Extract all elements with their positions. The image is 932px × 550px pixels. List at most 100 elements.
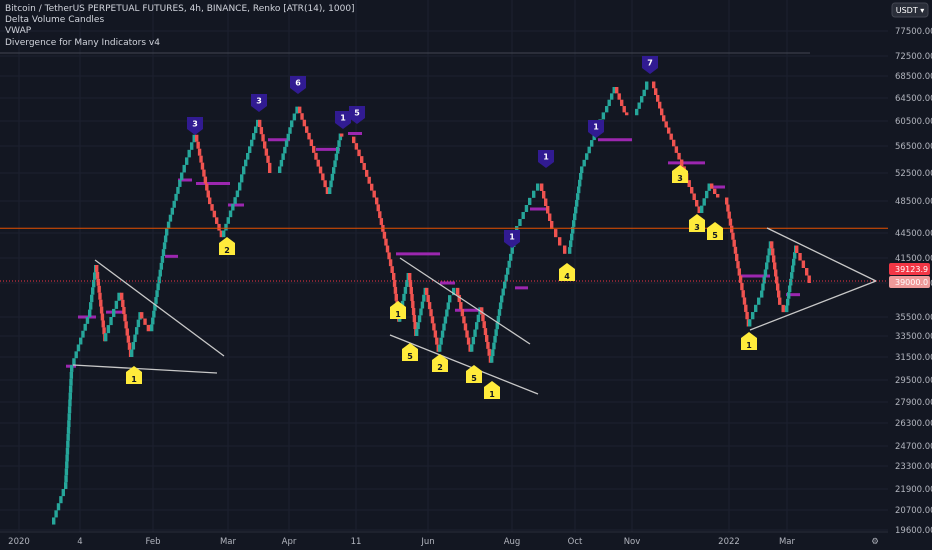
renko-brick	[776, 283, 780, 291]
renko-brick	[72, 358, 76, 366]
renko-brick	[122, 307, 126, 315]
bearish-divergence-marker: 1	[588, 120, 604, 138]
renko-brick	[412, 315, 417, 322]
renko-brick	[486, 341, 490, 349]
renko-brick	[314, 152, 318, 160]
renko-brick	[576, 193, 580, 200]
renko-brick	[617, 93, 621, 100]
settings-gear-icon[interactable]: ⚙	[871, 537, 879, 547]
renko-brick	[805, 268, 809, 276]
renko-brick	[155, 290, 159, 298]
renko-brick	[481, 314, 485, 322]
renko-brick	[187, 149, 191, 158]
price-tick-label: 64500.00	[895, 94, 932, 104]
renko-brick	[558, 237, 562, 246]
bull-marker-label: 2	[224, 246, 230, 255]
bullish-divergence-marker: 2	[432, 354, 448, 372]
renko-brick	[133, 334, 137, 343]
renko-brick	[744, 304, 748, 312]
renko-brick	[375, 197, 379, 205]
bullish-divergence-marker: 3	[672, 165, 688, 183]
renko-brick	[176, 186, 180, 194]
renko-brick	[590, 140, 594, 147]
renko-brick	[102, 327, 106, 335]
indicator-divergence[interactable]: Divergence for Many Indicators v4	[5, 38, 160, 48]
renko-brick	[370, 183, 374, 191]
renko-brick	[795, 245, 799, 253]
renko-brick	[66, 440, 70, 448]
trendline	[72, 364, 218, 374]
renko-brick	[96, 278, 101, 286]
time-axis[interactable]: 2020 4 Feb Mar Apr 11 Jun Aug Oct Nov 2022 Mar ⚙	[0, 531, 888, 550]
renko-brick	[446, 302, 450, 310]
renko-brick	[422, 294, 426, 302]
renko-brick	[491, 349, 495, 357]
bear-marker-label: 1	[593, 123, 599, 132]
bear-marker-shape	[251, 94, 267, 112]
bear-marker-label: 1	[509, 233, 515, 242]
renko-brick	[713, 188, 717, 194]
renko-brick	[68, 392, 72, 400]
renko-brick	[432, 323, 436, 331]
bearish-divergence-marker: 3	[251, 94, 267, 112]
renko-brick	[575, 199, 579, 207]
renko-brick	[100, 313, 105, 321]
renko-brick	[254, 126, 258, 134]
renko-brick	[266, 155, 270, 163]
renko-brick	[442, 323, 446, 331]
renko-brick	[79, 337, 83, 345]
renko-brick	[435, 337, 439, 345]
renko-brick	[64, 482, 68, 489]
renko-brick	[677, 152, 681, 160]
renko-brick	[332, 167, 336, 174]
renko-brick	[318, 166, 323, 174]
bearish-divergence-marker: 1	[538, 150, 554, 168]
renko-brick	[59, 496, 63, 504]
renko-brick	[328, 187, 332, 194]
renko-brick	[473, 329, 477, 337]
currency-button[interactable]: USDT ▾	[891, 2, 929, 18]
renko-brick	[114, 300, 119, 309]
renko-brick	[501, 288, 505, 296]
renko-brick	[392, 273, 396, 280]
renko-brick	[592, 133, 596, 141]
renko-brick	[64, 475, 68, 483]
renko-brick	[786, 298, 790, 306]
renko-brick	[456, 287, 460, 295]
renko-brick	[65, 447, 70, 455]
time-tick-label: Oct	[568, 537, 583, 547]
renko-brick	[95, 265, 99, 272]
renko-brick	[286, 133, 290, 141]
bear-marker-shape	[504, 230, 520, 248]
renko-brick	[732, 239, 736, 247]
renko-brick	[775, 276, 779, 284]
renko-brick	[620, 99, 624, 107]
renko-brick	[662, 115, 666, 122]
renko-brick	[226, 217, 230, 224]
renko-brick	[615, 87, 619, 94]
renko-brick	[580, 166, 584, 173]
renko-brick	[807, 275, 811, 283]
bear-marker-label: 5	[354, 109, 360, 118]
renko-brick	[740, 282, 744, 291]
renko-brick	[92, 279, 96, 288]
indicator-vwap[interactable]: VWAP	[5, 26, 32, 36]
renko-brick	[295, 106, 299, 114]
renko-brick	[152, 310, 156, 318]
renko-brick	[695, 200, 699, 207]
renko-brick	[197, 148, 202, 156]
renko-brick	[76, 344, 81, 352]
price-tick-label: 52500.00	[895, 169, 932, 179]
secondary-price-tag	[889, 276, 930, 288]
renko-brick	[130, 349, 134, 357]
indicator-delta-volume[interactable]: Delta Volume Candles	[5, 15, 105, 25]
renko-brick	[763, 269, 768, 277]
renko-brick	[300, 113, 304, 120]
bearish-divergence-marker: 1	[504, 230, 520, 248]
renko-brick	[731, 232, 735, 240]
price-axis[interactable]: 77500.00 72500.00 68500.00 64500.00 60500.00…	[888, 0, 932, 550]
price-tick-label: 26300.00	[895, 419, 932, 429]
bear-marker-label: 1	[543, 153, 549, 162]
